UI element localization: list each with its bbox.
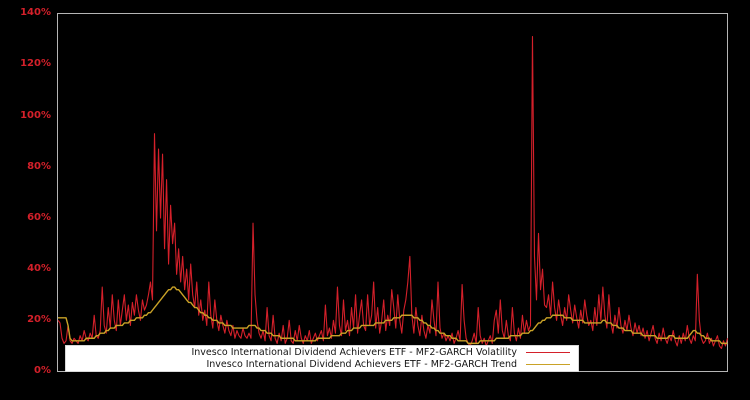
y-axis-tick-label: 40% xyxy=(27,263,51,274)
legend-label-trend: Invesco International Dividend Achievers… xyxy=(206,359,517,370)
volatility-series-line xyxy=(57,35,729,350)
legend-label-volatility: Invesco International Dividend Achievers… xyxy=(191,347,517,358)
y-axis-tick-label: 120% xyxy=(20,58,51,69)
legend-entry-volatility: Invesco International Dividend Achievers… xyxy=(74,347,570,359)
y-axis-tick-label: 20% xyxy=(27,314,51,325)
legend-line-sample-volatility xyxy=(526,352,570,353)
chart-legend: Invesco International Dividend Achievers… xyxy=(65,345,579,372)
y-axis-tick-label: 0% xyxy=(34,365,51,376)
legend-entry-trend: Invesco International Dividend Achievers… xyxy=(74,359,570,371)
y-axis-tick-label: 100% xyxy=(20,110,51,121)
trend-series-line xyxy=(58,286,728,345)
y-axis-tick-label: 60% xyxy=(27,212,51,223)
y-axis-tick-label: 140% xyxy=(20,7,51,18)
series-layer xyxy=(57,35,729,350)
y-axis-tick-label: 80% xyxy=(27,161,51,172)
legend-line-sample-trend xyxy=(526,364,570,365)
